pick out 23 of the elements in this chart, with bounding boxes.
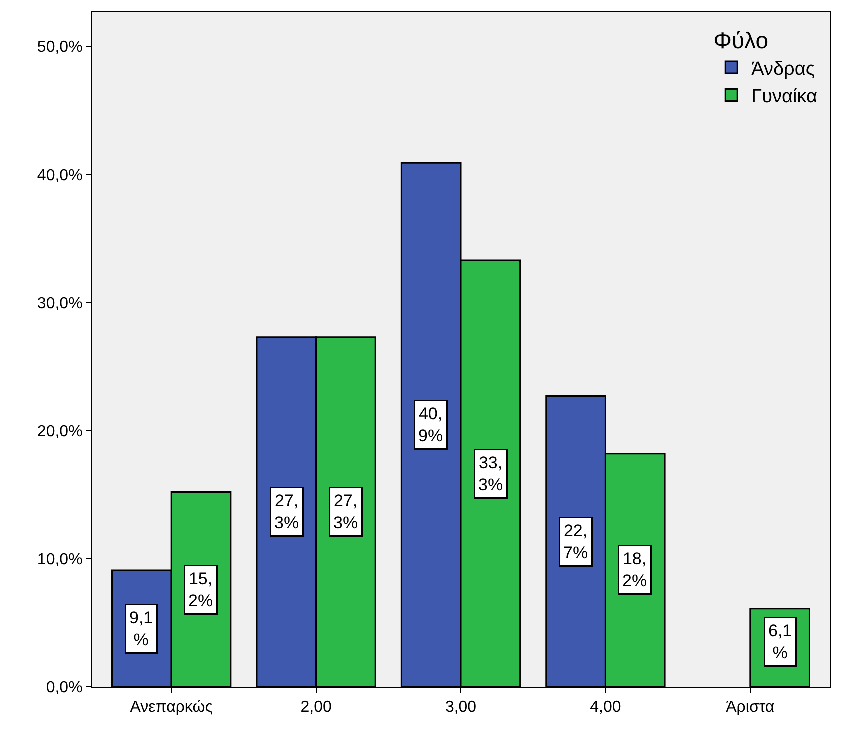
x-tick-label: Ανεπαρκώς	[130, 699, 214, 716]
x-tick-label: 4,00	[590, 699, 622, 716]
data-label: 33,3%	[478, 454, 504, 495]
data-label: 40,9%	[418, 404, 444, 446]
x-tick-label: Άριστα	[726, 699, 775, 716]
x-tick-label: 3,00	[445, 699, 477, 716]
x-tick-label: 2,00	[300, 699, 332, 716]
y-tick-label: 20,0%	[37, 423, 83, 440]
legend-label: Γυναίκα	[752, 86, 818, 108]
legend-label: Άνδρας	[752, 58, 815, 80]
data-label: 18,2%	[622, 550, 648, 591]
legend-title: Φύλο	[714, 28, 768, 54]
y-tick-label: 0,0%	[46, 680, 83, 697]
data-label: 27,3%	[334, 492, 358, 533]
data-label: 15,2%	[188, 570, 214, 611]
y-tick-label: 50,0%	[37, 39, 83, 56]
y-tick-label: 30,0%	[37, 295, 83, 312]
y-tick-label: 40,0%	[37, 167, 83, 184]
data-label: 9,1%	[130, 608, 154, 650]
data-label: 22,7%	[564, 522, 588, 563]
y-tick-label: 10,0%	[37, 552, 83, 569]
data-label: 6,1%	[768, 622, 792, 663]
data-label: 27,3%	[274, 492, 300, 533]
